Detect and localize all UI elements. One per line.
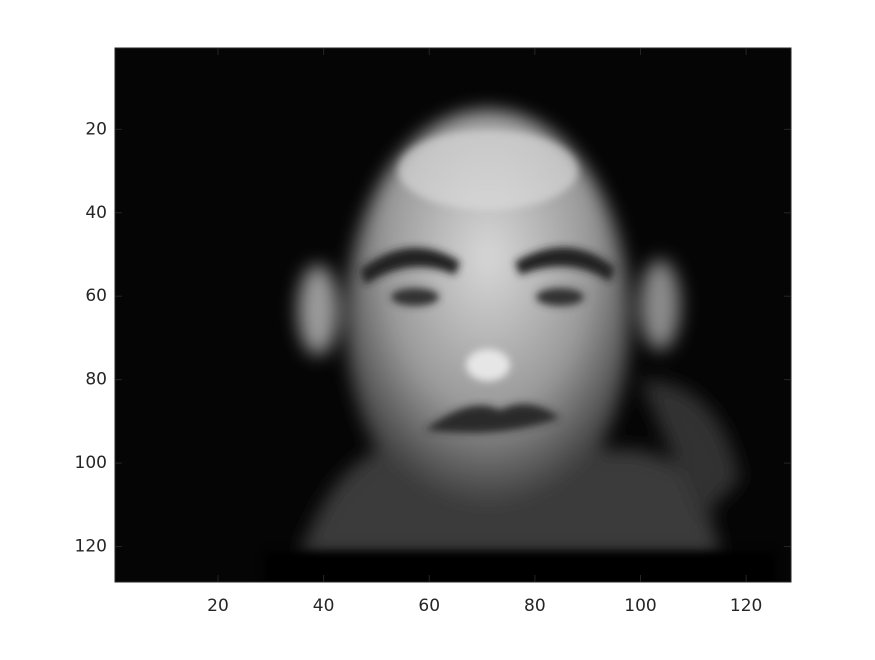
y-tick-label: 120 bbox=[75, 537, 107, 557]
axes-box bbox=[114, 47, 792, 583]
x-tick-label: 120 bbox=[730, 596, 762, 616]
y-tick-label: 80 bbox=[85, 370, 107, 390]
x-tick-label: 60 bbox=[418, 596, 440, 616]
image bbox=[115, 48, 791, 582]
y-tick-label: 60 bbox=[85, 286, 107, 306]
x-tick-label: 80 bbox=[524, 596, 546, 616]
x-tick-label: 20 bbox=[207, 596, 229, 616]
y-tick-label: 40 bbox=[85, 203, 107, 223]
y-tick-label: 100 bbox=[75, 453, 107, 473]
y-tick-label: 20 bbox=[85, 119, 107, 139]
x-tick-label: 40 bbox=[313, 596, 335, 616]
x-tick-label: 100 bbox=[624, 596, 656, 616]
